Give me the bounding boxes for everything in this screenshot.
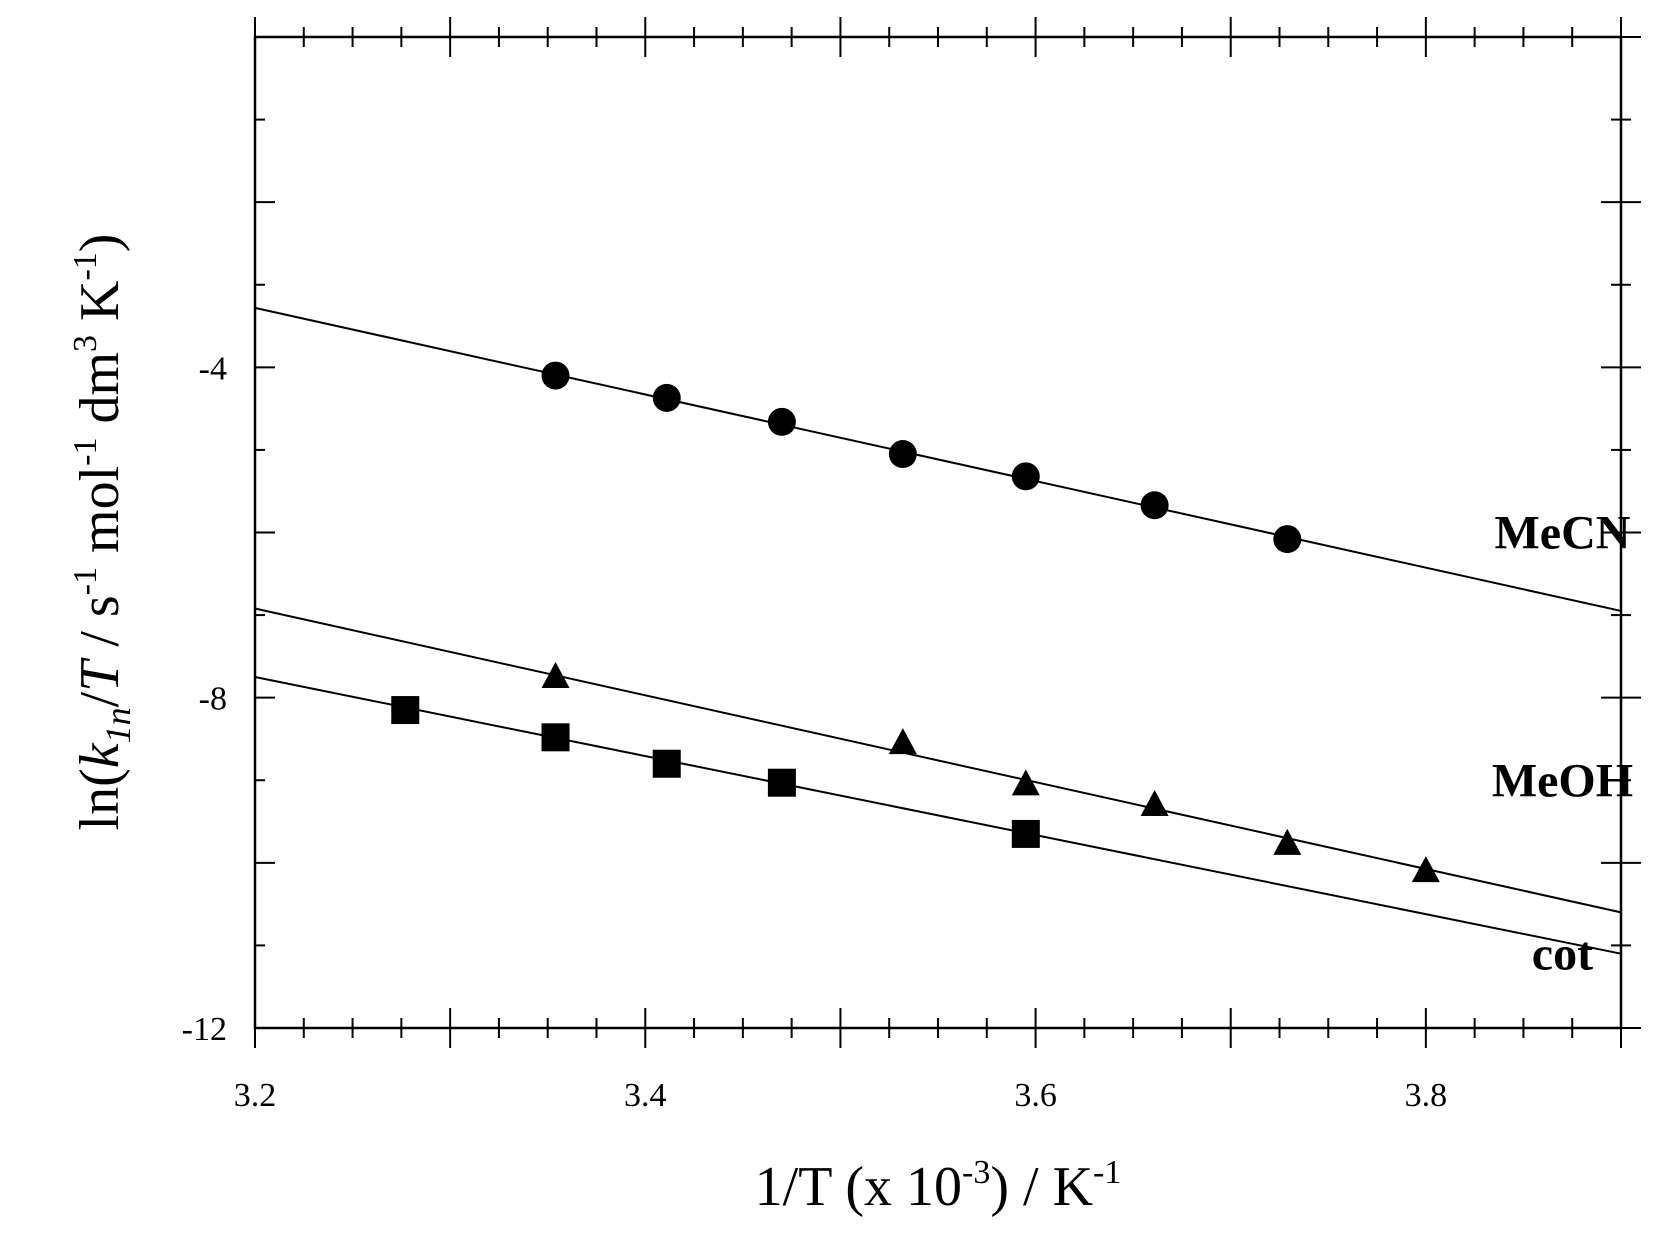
point-meoh <box>889 728 917 754</box>
point-mecn <box>1273 525 1301 553</box>
fit-lines <box>255 308 1621 954</box>
point-cot <box>653 750 681 778</box>
series-label-meoh: MeOH <box>1492 754 1633 807</box>
point-cot <box>542 723 570 751</box>
fit-line-meoh <box>255 608 1621 912</box>
series-label-mecn: MeCN <box>1494 507 1630 560</box>
fit-line-mecn <box>255 308 1621 611</box>
chart: 3.2 3.4 3.6 3.8 -4 -8 -12 MeCN MeOH cot 1/T (x 1… <box>0 0 1654 1233</box>
point-mecn <box>542 362 570 390</box>
point-mecn <box>1141 491 1169 519</box>
x-tick-label: 3.2 <box>234 1077 277 1114</box>
fit-line-cot <box>255 677 1621 954</box>
y-tick-label: -8 <box>199 681 227 718</box>
point-meoh <box>1273 829 1301 855</box>
y-tick-label: -4 <box>199 350 227 387</box>
data-points <box>391 362 1440 883</box>
point-meoh <box>1141 790 1169 816</box>
point-cot <box>1012 820 1040 848</box>
point-meoh <box>1412 856 1440 882</box>
point-mecn <box>768 408 796 436</box>
x-tick-label: 3.6 <box>1014 1077 1057 1114</box>
x-axis-title: 1/T (x 10-3) / K-1 <box>755 1154 1122 1218</box>
x-tick-label: 3.4 <box>624 1077 667 1114</box>
point-mecn <box>889 440 917 468</box>
x-tick-label: 3.8 <box>1405 1077 1448 1114</box>
y-tick-label: -12 <box>182 1011 227 1048</box>
series-label-cot: cot <box>1532 928 1593 981</box>
y-axis-title: ln(k1n/T / s-1 mol-1 dm3 K-1) <box>67 234 138 831</box>
axis-ticks <box>255 17 1641 1048</box>
point-cot <box>768 769 796 797</box>
point-mecn <box>1012 462 1040 490</box>
point-cot <box>391 696 419 724</box>
point-meoh <box>542 662 570 688</box>
point-mecn <box>653 384 681 412</box>
